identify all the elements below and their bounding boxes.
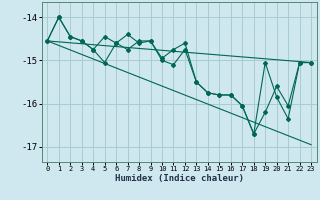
- X-axis label: Humidex (Indice chaleur): Humidex (Indice chaleur): [115, 174, 244, 183]
